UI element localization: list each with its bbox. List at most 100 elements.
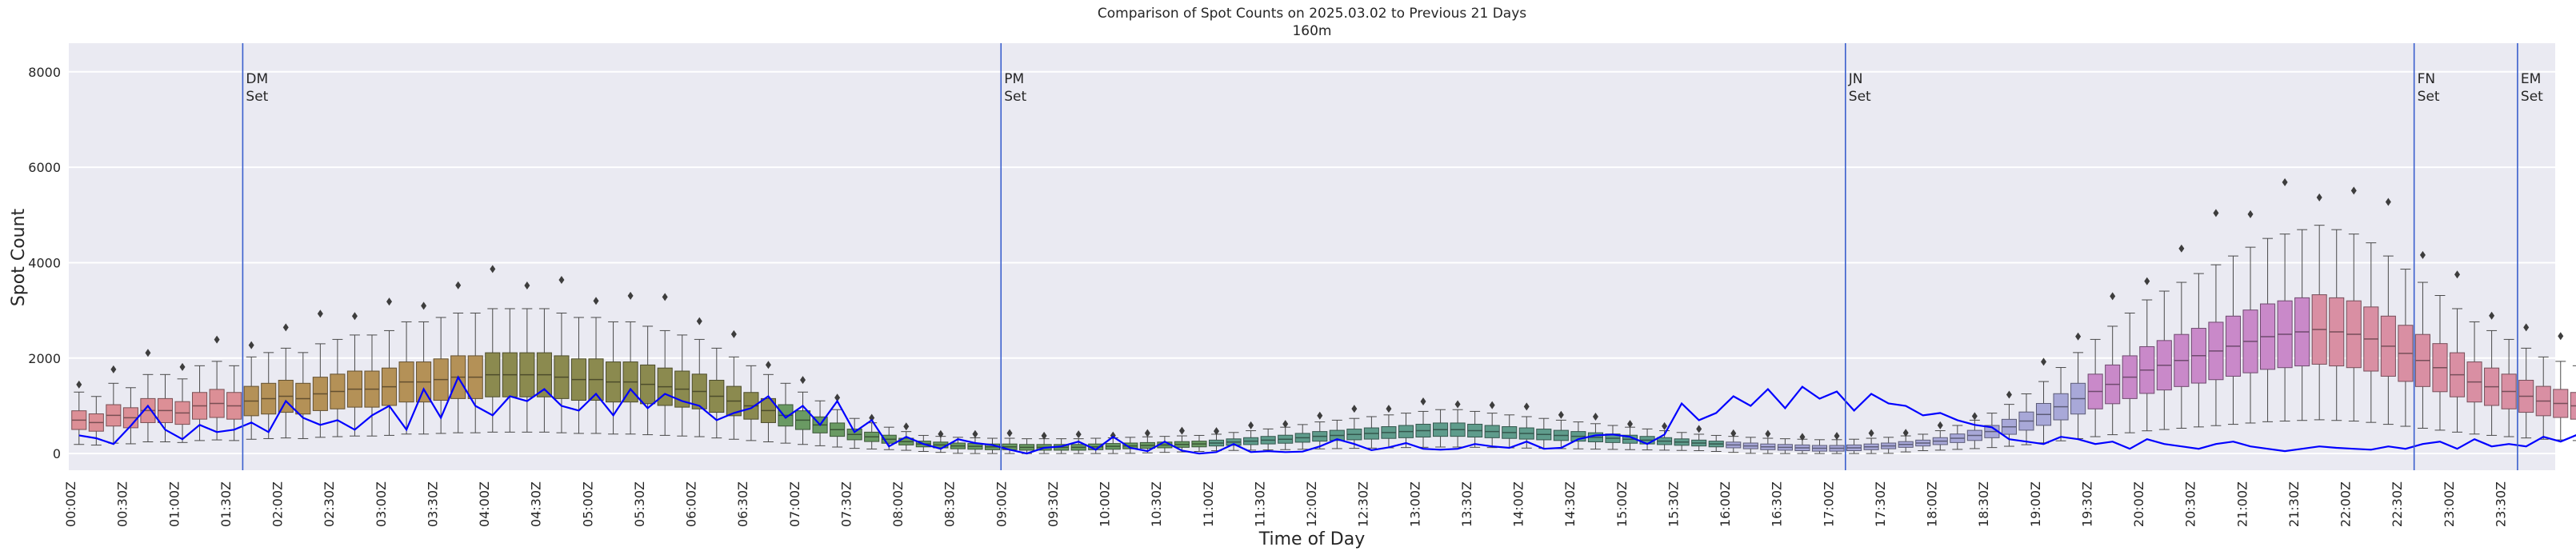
set-label-text: Set: [1849, 89, 1871, 105]
x-tick-label: 06:00Z: [684, 481, 699, 527]
outlier-point: [1902, 429, 1909, 437]
x-tick-label: 16:00Z: [1718, 481, 1733, 527]
outlier-point: [765, 361, 771, 369]
x-tick-label: 03:30Z: [425, 481, 440, 527]
outlier-point: [2558, 332, 2564, 341]
set-label-text: Set: [246, 89, 268, 105]
outlier-point: [869, 413, 875, 422]
outlier-point: [1420, 397, 1426, 405]
set-label-name: DM: [246, 71, 268, 87]
outlier-point: [455, 281, 462, 289]
outlier-point: [317, 309, 323, 318]
outlier-point: [179, 362, 186, 371]
outlier-point: [1696, 425, 1702, 433]
outlier-point: [696, 317, 702, 325]
x-tick-label: 05:00Z: [580, 481, 595, 527]
x-tick-label: 17:00Z: [1821, 481, 1836, 527]
x-tick-label: 06:30Z: [735, 481, 750, 527]
outlier-point: [1799, 433, 1806, 441]
outlier-point: [2041, 357, 2047, 366]
y-tick-label: 4000: [28, 255, 61, 270]
x-tick-label: 20:00Z: [2131, 481, 2146, 527]
x-tick-label: 00:00Z: [63, 481, 78, 527]
outlier-point: [1214, 427, 1220, 436]
outlier-point: [145, 349, 151, 357]
x-tick-label: 11:30Z: [1252, 481, 1267, 527]
outlier-point: [248, 341, 254, 349]
outlier-point: [490, 265, 496, 274]
outlier-point: [2144, 277, 2150, 285]
x-tick-labels: 00:00Z 00:30Z 01:00Z 01:30Z 02:00Z 02:30Z 03:0…: [63, 481, 2508, 527]
x-tick-label: 03:00Z: [374, 481, 389, 527]
plot-background: [69, 43, 2555, 470]
x-tick-label: 21:00Z: [2234, 481, 2250, 527]
outlier-point: [2110, 292, 2116, 301]
set-label-text: Set: [2521, 89, 2543, 105]
outlier-point: [1282, 420, 1289, 429]
outlier-point: [2247, 210, 2254, 218]
set-label-name: PM: [1004, 71, 1024, 87]
outlier-point: [2316, 193, 2322, 202]
outlier-point: [2178, 244, 2185, 253]
set-label-text: Set: [2418, 89, 2440, 105]
outlier-point: [1627, 420, 1634, 429]
x-tick-label: 13:00Z: [1407, 481, 1422, 527]
x-tick-label: 21:30Z: [2286, 481, 2302, 527]
outlier-point: [1834, 432, 1840, 441]
x-tick-label: 09:30Z: [1046, 481, 1061, 527]
x-tick-label: 00:30Z: [115, 481, 130, 527]
outlier-point: [1937, 421, 1943, 429]
y-tick-label: 6000: [28, 160, 61, 175]
x-tick-label: 04:30Z: [529, 481, 544, 527]
y-tick-label: 0: [53, 446, 61, 461]
x-tick-label: 18:00Z: [1925, 481, 1940, 527]
outlier-point: [2489, 311, 2495, 320]
outlier-point: [2350, 186, 2357, 195]
boxplots: [71, 225, 2576, 454]
x-tick-label: 15:00Z: [1614, 481, 1630, 527]
x-tick-label: 09:00Z: [994, 481, 1009, 527]
x-tick-label: 12:30Z: [1356, 481, 1371, 527]
outlier-point: [351, 312, 358, 321]
outlier-point: [2075, 332, 2082, 341]
x-tick-label: 07:00Z: [787, 481, 802, 527]
outlier-point: [730, 329, 737, 338]
series-line-2025-03-02: [78, 375, 2576, 455]
outlier-point: [2213, 209, 2219, 218]
outlier-point: [903, 422, 910, 431]
outlier-point: [1592, 412, 1598, 421]
outlier-point: [627, 291, 634, 300]
outlier-point: [282, 323, 289, 332]
outlier-point: [1144, 429, 1150, 437]
outlier-point: [800, 376, 806, 385]
outlier-point: [1971, 412, 1978, 421]
outlier-point: [1730, 429, 1737, 437]
x-axis-label: Time of Day: [1258, 529, 1365, 549]
outlier-point: [110, 365, 117, 373]
outlier-point: [1178, 426, 1185, 435]
x-tick-label: 02:30Z: [322, 481, 337, 527]
set-label-name: FN: [2418, 71, 2436, 87]
outlier-point: [1075, 430, 1082, 439]
x-tick-label: 17:30Z: [1873, 481, 1888, 527]
outlier-point: [972, 429, 978, 438]
x-tick-label: 23:30Z: [2493, 481, 2508, 527]
x-tick-label: 02:00Z: [270, 481, 286, 527]
x-tick-label: 18:30Z: [1976, 481, 1991, 527]
outlier-point: [2006, 390, 2012, 399]
x-tick-label: 15:30Z: [1666, 481, 1681, 527]
chart-title: Comparison of Spot Counts on 2025.03.02 …: [1098, 6, 1526, 22]
outlier-point: [2385, 198, 2391, 206]
y-tick-label: 2000: [28, 351, 61, 366]
x-tick-label: 10:00Z: [1098, 481, 1113, 527]
outlier-point: [1248, 421, 1254, 429]
outlier-point: [1041, 431, 1047, 440]
set-label-name: JN: [1848, 71, 1863, 87]
y-tick-labels: 0 2000 4000 6000 8000: [28, 65, 61, 461]
x-tick-label: 11:00Z: [1201, 481, 1216, 527]
outlier-point: [1317, 411, 1323, 420]
outlier-point: [938, 429, 944, 438]
outlier-point: [2282, 178, 2288, 186]
outlier-point: [1351, 405, 1358, 413]
